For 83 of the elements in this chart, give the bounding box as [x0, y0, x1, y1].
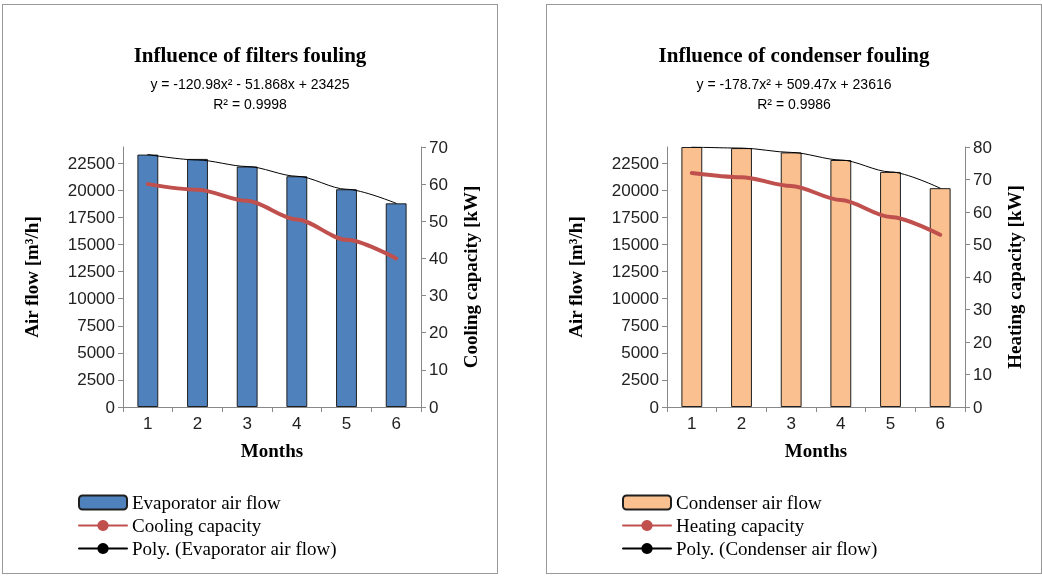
- x-tick-label: 3: [242, 414, 252, 433]
- bar: [137, 154, 159, 407]
- bar: [929, 188, 951, 407]
- bar: [336, 189, 357, 407]
- y2-tick-label: 50: [973, 235, 992, 254]
- bar: [236, 166, 258, 407]
- y-tick-label: 22500: [611, 153, 659, 173]
- y2-tick-label: 10: [429, 360, 448, 380]
- y2-tick-label: 40: [429, 248, 448, 268]
- bar: [780, 152, 802, 407]
- x-tick-label: 3: [786, 414, 796, 433]
- bar: [187, 158, 208, 407]
- y2-tick-label: 60: [429, 174, 448, 194]
- y2-tick-label: 30: [429, 286, 448, 306]
- y2-tick-label: 0: [973, 397, 983, 417]
- y2-tick-label: 20: [973, 332, 992, 352]
- y2-tick-label: 30: [973, 300, 992, 319]
- y-tick-label: 5000: [77, 343, 115, 363]
- y-axis-title: Air flow [m³/h]: [565, 216, 586, 338]
- x-tick-label: 5: [885, 414, 896, 433]
- text: y = -120.98x² - 51.868x + 23425: [150, 76, 350, 92]
- y-tick-label: 2500: [621, 370, 659, 390]
- y-axis-title: Air flow [m³/h]: [21, 216, 42, 338]
- x-tick-label: 4: [292, 414, 302, 433]
- y-tick-label: 17500: [67, 207, 115, 227]
- bar: [286, 176, 308, 407]
- bar: [681, 147, 703, 407]
- y2-axis-title: Cooling capacity [kW]: [460, 185, 481, 369]
- x-axis-title: Months: [784, 440, 848, 461]
- y-tick-label: 17500: [611, 207, 659, 227]
- bar: [880, 171, 901, 407]
- legend-label: Heating capacity: [676, 515, 805, 536]
- y2-tick-label: 20: [429, 323, 448, 343]
- x-tick-label: 4: [836, 414, 846, 433]
- legend-label: Evaporator air flow: [132, 492, 282, 513]
- y-tick-label: 12500: [611, 262, 659, 282]
- text: y = -178.7x² + 509.47x + 23616: [696, 76, 892, 92]
- chart-title: Influence of filters fouling: [133, 42, 367, 67]
- text: R² = 0.9986: [757, 96, 831, 112]
- y-tick-label: 5000: [621, 343, 659, 363]
- line-series: [145, 182, 399, 261]
- chart-title: Influence of condenser fouling: [658, 42, 930, 67]
- bar: [385, 203, 407, 407]
- line-series: [691, 146, 941, 189]
- y-tick-label: 15000: [611, 235, 659, 254]
- y2-tick-label: 50: [429, 211, 448, 231]
- y2-axis-title: Heating capacity [kW]: [1004, 185, 1025, 369]
- legend-label: Cooling capacity: [132, 515, 262, 536]
- y2-tick-label: 70: [429, 137, 448, 157]
- y-tick-label: 7500: [77, 316, 115, 336]
- x-tick-label: 2: [736, 414, 747, 433]
- legend-label: Poly. (Evaporator air flow): [132, 538, 337, 560]
- y-tick-label: 20000: [67, 180, 115, 200]
- line-series: [689, 171, 943, 237]
- y-tick-label: 0: [105, 397, 115, 417]
- bar: [731, 148, 752, 407]
- y2-tick-label: 0: [429, 397, 439, 417]
- x-tick-label: 6: [935, 414, 945, 433]
- y-tick-label: 10000: [67, 289, 115, 309]
- y-tick-label: 2500: [77, 370, 115, 390]
- x-tick-label: 1: [143, 414, 153, 433]
- y-tick-label: 15000: [67, 235, 115, 254]
- y2-tick-label: 60: [973, 202, 992, 222]
- legend-label: Condenser air flow: [676, 492, 822, 513]
- bar: [830, 160, 852, 407]
- y2-tick-label: 70: [973, 170, 992, 189]
- y-tick-label: 12500: [67, 262, 115, 282]
- x-tick-label: 1: [687, 414, 697, 433]
- x-tick-label: 5: [341, 414, 352, 433]
- y2-tick-label: 80: [973, 137, 992, 157]
- x-tick-label: 6: [391, 414, 401, 433]
- y-tick-label: 10000: [611, 289, 659, 309]
- y-tick-label: 0: [649, 397, 659, 417]
- legend-label: Poly. (Condenser air flow): [676, 538, 878, 560]
- text: R² = 0.9998: [213, 96, 287, 112]
- y-tick-label: 7500: [621, 316, 659, 336]
- y-tick-label: 22500: [67, 153, 115, 173]
- y2-tick-label: 40: [973, 267, 992, 287]
- y2-tick-label: 10: [973, 365, 992, 384]
- x-axis-title: Months: [240, 440, 304, 461]
- x-tick-label: 2: [192, 414, 203, 433]
- line-series: [147, 154, 397, 204]
- y-tick-label: 20000: [611, 180, 659, 200]
